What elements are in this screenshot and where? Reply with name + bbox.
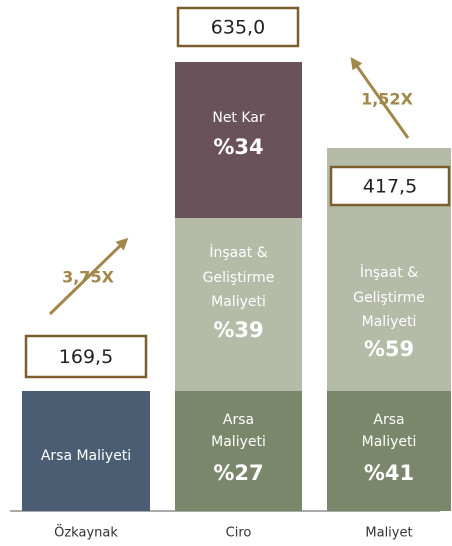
total-box (176, 6, 300, 48)
category-label: Ciro (226, 526, 252, 541)
arrow (48, 237, 129, 316)
total-label: 417,5 (363, 176, 417, 198)
segment-share: %34 (213, 135, 263, 159)
category-label: Özkaynak (54, 524, 118, 541)
segment (175, 218, 302, 391)
segment-label: Maliyeti (211, 434, 266, 450)
segment-label: Geliştirme (353, 290, 425, 306)
category-label: Maliyet (365, 526, 412, 541)
total-label: 169,5 (59, 346, 113, 368)
segment-label: Arsa (373, 412, 404, 428)
segment-label: Maliyeti (362, 434, 417, 450)
multiplier-label: 3,75X (62, 268, 114, 287)
segment-label: Arsa (223, 412, 254, 428)
segment-label: Geliştirme (203, 270, 275, 286)
segment-label: İnşaat & (209, 243, 267, 261)
total-box (329, 165, 451, 207)
segment-share: %41 (364, 461, 414, 485)
total-box (24, 334, 148, 379)
segment (175, 62, 302, 218)
segment-label: Net Kar (212, 110, 265, 126)
total-label: 635,0 (211, 17, 265, 39)
segment-label: Maliyeti (211, 294, 266, 310)
segment-share: %59 (364, 337, 414, 361)
segment-share: %27 (213, 461, 263, 485)
segment-label: Arsa Maliyeti (41, 448, 131, 464)
segment-label: İnşaat & (360, 263, 418, 281)
segment-label: Maliyeti (362, 314, 417, 330)
segment (22, 391, 150, 511)
multiplier-label: 1,52X (361, 90, 413, 109)
arrow (350, 57, 410, 139)
segment-share: %39 (213, 318, 263, 342)
segment (175, 391, 302, 511)
segment (327, 391, 451, 511)
